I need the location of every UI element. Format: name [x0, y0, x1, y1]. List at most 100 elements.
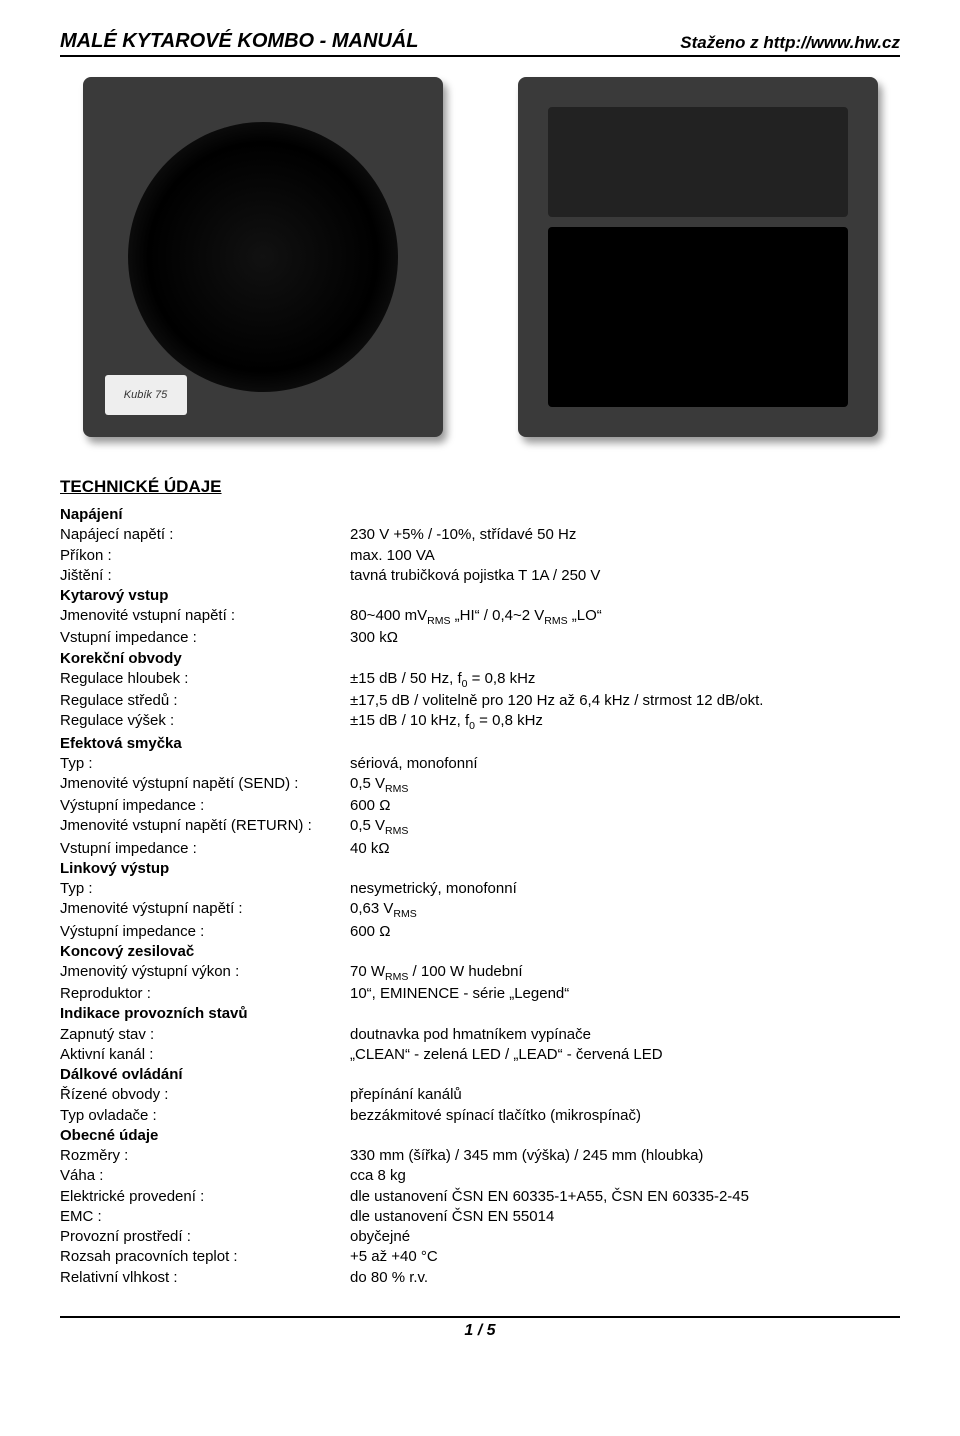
spec-label: Jmenovité vstupní napětí (RETURN) :: [60, 816, 350, 838]
spec-row: Váha :cca 8 kg: [60, 1166, 900, 1186]
spec-group-header: Linkový výstup: [60, 859, 900, 879]
header-title: MALÉ KYTAROVÉ KOMBO - MANUÁL: [60, 30, 419, 53]
spec-row: Napájecí napětí :230 V +5% / -10%, stříd…: [60, 525, 900, 545]
spec-label: Jmenovitý výstupní výkon :: [60, 962, 350, 984]
spec-label: Napájecí napětí :: [60, 525, 350, 545]
spec-label: Elektrické provedení :: [60, 1187, 350, 1207]
speaker-icon: [128, 122, 398, 392]
spec-label: Rozměry :: [60, 1146, 350, 1166]
spec-label: Jmenovité vstupní napětí :: [60, 606, 350, 628]
spec-group-label: Efektová smyčka: [60, 734, 350, 754]
spec-label: Typ :: [60, 754, 350, 774]
spec-group-header: Kytarový vstup: [60, 586, 900, 606]
spec-label: Regulace hloubek :: [60, 669, 350, 691]
spec-label: Reproduktor :: [60, 984, 350, 1004]
spec-value: 600 Ω: [350, 796, 900, 816]
spec-group-header: Korekční obvody: [60, 649, 900, 669]
spec-row: Vstupní impedance :300 kΩ: [60, 628, 900, 648]
spec-value: dle ustanovení ČSN EN 55014: [350, 1207, 900, 1227]
spec-value: bezzákmitové spínací tlačítko (mikrospín…: [350, 1106, 900, 1126]
spec-label: Regulace výšek :: [60, 711, 350, 733]
spec-group-label: Indikace provozních stavů: [60, 1004, 350, 1024]
spec-value: 70 WRMS / 100 W hudební: [350, 962, 900, 984]
spec-label: Jištění :: [60, 566, 350, 586]
spec-row: Příkon :max. 100 VA: [60, 546, 900, 566]
spec-label: Zapnutý stav :: [60, 1025, 350, 1045]
amp-control-panel: [548, 107, 848, 217]
spec-group-label: Dálkové ovládání: [60, 1065, 350, 1085]
spec-group-header: Dálkové ovládání: [60, 1065, 900, 1085]
spec-value: 300 kΩ: [350, 628, 900, 648]
spec-row: Typ ovladače :bezzákmitové spínací tlačí…: [60, 1106, 900, 1126]
spec-group-header: Koncový zesilovač: [60, 942, 900, 962]
amp-front-image: Kubík 75: [83, 77, 443, 437]
spec-value: obyčejné: [350, 1227, 900, 1247]
spec-value: 230 V +5% / -10%, střídavé 50 Hz: [350, 525, 900, 545]
spec-label: Příkon :: [60, 546, 350, 566]
spec-value: 0,5 VRMS: [350, 816, 900, 838]
spec-row: Elektrické provedení :dle ustanovení ČSN…: [60, 1187, 900, 1207]
spec-row: Reproduktor :10“, EMINENCE - série „Lege…: [60, 984, 900, 1004]
spec-label: Jmenovité výstupní napětí (SEND) :: [60, 774, 350, 796]
spec-row: Regulace středů :±17,5 dB / volitelně pr…: [60, 691, 900, 711]
spec-row: Jištění :tavná trubičková pojistka T 1A …: [60, 566, 900, 586]
spec-label: Typ ovladače :: [60, 1106, 350, 1126]
spec-value: 80~400 mVRMS „HI“ / 0,4~2 VRMS „LO“: [350, 606, 900, 628]
section-title: TECHNICKÉ ÚDAJE: [60, 477, 900, 497]
spec-row: Regulace výšek :±15 dB / 10 kHz, f0 = 0,…: [60, 711, 900, 733]
spec-row: Jmenovité vstupní napětí :80~400 mVRMS „…: [60, 606, 900, 628]
page-footer: 1 / 5: [60, 1316, 900, 1340]
spec-value: ±15 dB / 10 kHz, f0 = 0,8 kHz: [350, 711, 900, 733]
spec-row: Typ :sériová, monofonní: [60, 754, 900, 774]
spec-table: NapájeníNapájecí napětí :230 V +5% / -10…: [60, 505, 900, 1288]
spec-group-label: Kytarový vstup: [60, 586, 350, 606]
spec-label: Výstupní impedance :: [60, 922, 350, 942]
spec-value: tavná trubičková pojistka T 1A / 250 V: [350, 566, 900, 586]
spec-group-header: Indikace provozních stavů: [60, 1004, 900, 1024]
spec-label: EMC :: [60, 1207, 350, 1227]
spec-group-label: Koncový zesilovač: [60, 942, 350, 962]
spec-value: 0,5 VRMS: [350, 774, 900, 796]
spec-label: Aktivní kanál :: [60, 1045, 350, 1065]
spec-label: Vstupní impedance :: [60, 839, 350, 859]
spec-value: cca 8 kg: [350, 1166, 900, 1186]
spec-label: Vstupní impedance :: [60, 628, 350, 648]
spec-value: nesymetrický, monofonní: [350, 879, 900, 899]
spec-value: ±17,5 dB / volitelně pro 120 Hz až 6,4 k…: [350, 691, 900, 711]
spec-row: Vstupní impedance :40 kΩ: [60, 839, 900, 859]
spec-row: Jmenovité vstupní napětí (RETURN) :0,5 V…: [60, 816, 900, 838]
spec-value: max. 100 VA: [350, 546, 900, 566]
spec-row: Jmenovité výstupní napětí (SEND) :0,5 VR…: [60, 774, 900, 796]
amp-name-plate: Kubík 75: [105, 375, 187, 415]
spec-value: 0,63 VRMS: [350, 899, 900, 921]
spec-label: Výstupní impedance :: [60, 796, 350, 816]
spec-row: Rozsah pracovních teplot :+5 až +40 °C: [60, 1247, 900, 1267]
spec-row: EMC :dle ustanovení ČSN EN 55014: [60, 1207, 900, 1227]
spec-row: Výstupní impedance :600 Ω: [60, 796, 900, 816]
spec-group-label: Korekční obvody: [60, 649, 350, 669]
spec-group-label: Napájení: [60, 505, 350, 525]
spec-row: Rozměry :330 mm (šířka) / 345 mm (výška)…: [60, 1146, 900, 1166]
product-images: Kubík 75: [60, 77, 900, 437]
spec-value: 40 kΩ: [350, 839, 900, 859]
spec-value: „CLEAN“ - zelená LED / „LEAD“ - červená …: [350, 1045, 900, 1065]
spec-group-header: Efektová smyčka: [60, 734, 900, 754]
spec-row: Jmenovité výstupní napětí :0,63 VRMS: [60, 899, 900, 921]
page: MALÉ KYTAROVÉ KOMBO - MANUÁL Staženo z h…: [0, 0, 960, 1436]
spec-value: sériová, monofonní: [350, 754, 900, 774]
spec-value: 330 mm (šířka) / 345 mm (výška) / 245 mm…: [350, 1146, 900, 1166]
spec-group-label: Linkový výstup: [60, 859, 350, 879]
amp-back-cavity: [548, 227, 848, 407]
spec-row: Zapnutý stav :doutnavka pod hmatníkem vy…: [60, 1025, 900, 1045]
spec-row: Výstupní impedance :600 Ω: [60, 922, 900, 942]
spec-label: Relativní vlhkost :: [60, 1268, 350, 1288]
spec-value: do 80 % r.v.: [350, 1268, 900, 1288]
spec-value: přepínání kanálů: [350, 1085, 900, 1105]
header: MALÉ KYTAROVÉ KOMBO - MANUÁL Staženo z h…: [60, 30, 900, 57]
spec-value: dle ustanovení ČSN EN 60335-1+A55, ČSN E…: [350, 1187, 900, 1207]
spec-value: ±15 dB / 50 Hz, f0 = 0,8 kHz: [350, 669, 900, 691]
spec-group-label: Obecné údaje: [60, 1126, 350, 1146]
spec-label: Typ :: [60, 879, 350, 899]
spec-row: Regulace hloubek :±15 dB / 50 Hz, f0 = 0…: [60, 669, 900, 691]
spec-row: Typ :nesymetrický, monofonní: [60, 879, 900, 899]
